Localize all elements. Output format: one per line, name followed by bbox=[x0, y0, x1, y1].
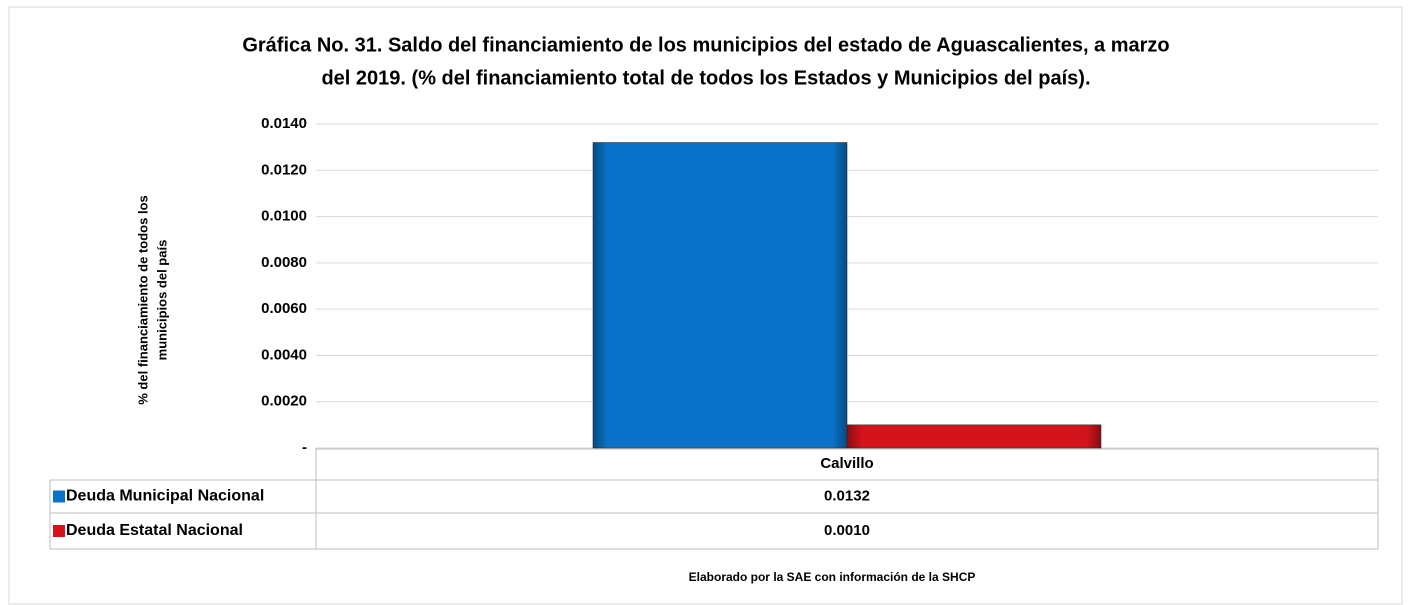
y-tick-label: 0.0080 bbox=[261, 254, 307, 271]
y-tick-label: 0.0140 bbox=[261, 115, 307, 132]
legend-key bbox=[53, 525, 65, 537]
y-tick-label: 0.0120 bbox=[261, 161, 307, 178]
y-axis-title: municipios del país bbox=[154, 240, 169, 361]
legend-key bbox=[53, 490, 65, 503]
source-note: Elaborado por la SAE con información de … bbox=[689, 570, 976, 584]
y-tick-label: 0.0100 bbox=[261, 208, 307, 225]
y-tick-label: 0.0020 bbox=[261, 393, 307, 410]
legend-label: Deuda Municipal Nacional bbox=[66, 488, 264, 505]
y-tick-label: - bbox=[302, 439, 307, 456]
table-value: 0.0010 bbox=[824, 522, 870, 539]
bar-shade bbox=[847, 424, 1101, 448]
chart-title: Gráfica No. 31. Saldo del financiamiento… bbox=[242, 34, 1169, 56]
chart-subtitle: del 2019. (% del financiamiento total de… bbox=[321, 67, 1090, 89]
y-tick-label: 0.0040 bbox=[261, 346, 307, 363]
legend-label: Deuda Estatal Nacional bbox=[66, 522, 243, 539]
table-value: 0.0132 bbox=[824, 487, 870, 504]
y-axis-title: % del financiamiento de todos los bbox=[135, 195, 150, 404]
y-tick-label: 0.0060 bbox=[261, 300, 307, 317]
x-tick-label: Calvillo bbox=[820, 455, 873, 472]
bar-shade bbox=[593, 142, 847, 448]
